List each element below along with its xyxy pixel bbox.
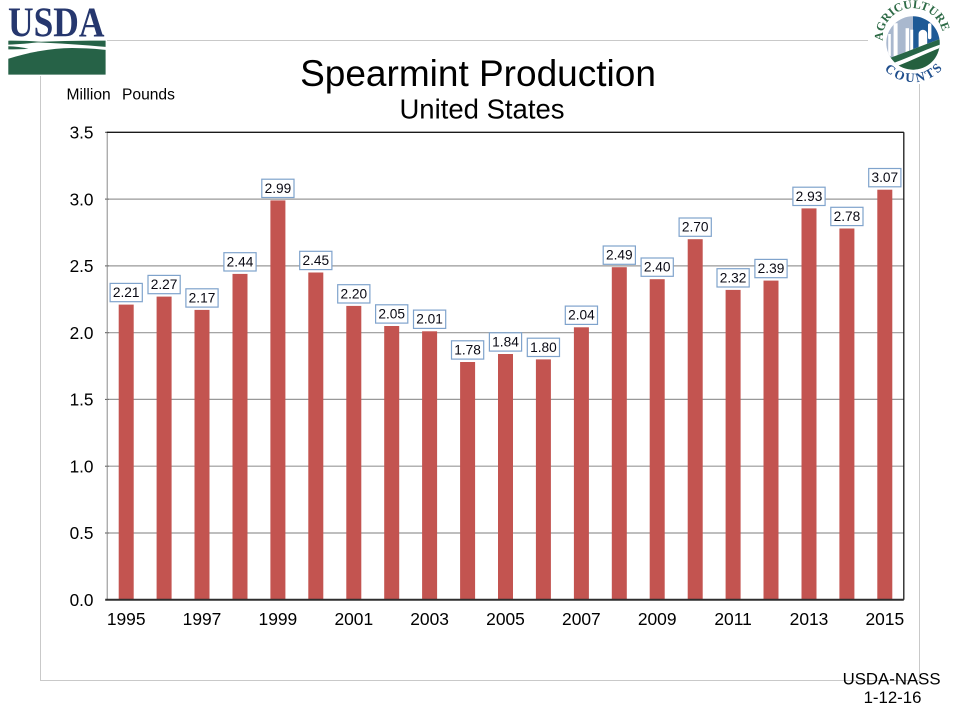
svg-text:1.5: 1.5 [70, 390, 94, 410]
svg-text:3.07: 3.07 [871, 170, 898, 185]
svg-text:USDA-NASS: USDA-NASS [843, 670, 941, 689]
svg-text:2.0: 2.0 [70, 323, 94, 343]
svg-text:2.5: 2.5 [70, 256, 94, 276]
svg-text:1.0: 1.0 [70, 456, 94, 476]
svg-text:2003: 2003 [410, 609, 449, 629]
svg-text:2.27: 2.27 [151, 277, 178, 292]
svg-text:Pounds: Pounds [122, 87, 175, 104]
svg-text:Spearmint Production: Spearmint Production [300, 53, 656, 94]
svg-text:2.93: 2.93 [796, 189, 823, 204]
svg-text:1999: 1999 [259, 609, 298, 629]
svg-text:0.5: 0.5 [70, 523, 94, 543]
svg-text:1-12-16: 1-12-16 [864, 688, 922, 707]
svg-text:2015: 2015 [865, 609, 904, 629]
svg-text:1.84: 1.84 [492, 334, 519, 349]
svg-text:1995: 1995 [107, 609, 146, 629]
svg-text:0.0: 0.0 [70, 590, 94, 610]
svg-text:2007: 2007 [562, 609, 601, 629]
svg-text:2001: 2001 [334, 609, 373, 629]
svg-text:2.44: 2.44 [227, 254, 254, 269]
svg-text:2.39: 2.39 [758, 261, 785, 276]
svg-text:1997: 1997 [183, 609, 222, 629]
svg-text:Million: Million [67, 87, 111, 104]
svg-text:2.49: 2.49 [606, 248, 633, 263]
svg-text:USDA: USDA [8, 0, 105, 47]
svg-text:2.78: 2.78 [834, 209, 861, 224]
svg-text:2013: 2013 [790, 609, 829, 629]
svg-text:2.01: 2.01 [416, 312, 443, 327]
svg-text:3.5: 3.5 [70, 123, 94, 143]
svg-text:2.40: 2.40 [644, 260, 671, 275]
svg-text:2.05: 2.05 [378, 306, 405, 321]
svg-text:2009: 2009 [638, 609, 677, 629]
svg-text:2.32: 2.32 [720, 270, 747, 285]
svg-text:2.17: 2.17 [189, 290, 216, 305]
svg-text:United States: United States [399, 94, 564, 125]
svg-text:2.99: 2.99 [265, 181, 292, 196]
svg-text:2.04: 2.04 [568, 308, 595, 323]
svg-text:2011: 2011 [714, 609, 751, 629]
svg-text:2.20: 2.20 [340, 286, 367, 301]
svg-text:2.21: 2.21 [113, 285, 140, 300]
svg-text:2005: 2005 [486, 609, 525, 629]
svg-text:3.0: 3.0 [70, 189, 94, 209]
svg-text:1.78: 1.78 [454, 342, 481, 357]
svg-text:1.80: 1.80 [530, 340, 557, 355]
svg-text:2.45: 2.45 [302, 253, 329, 268]
svg-text:2.70: 2.70 [682, 220, 709, 235]
